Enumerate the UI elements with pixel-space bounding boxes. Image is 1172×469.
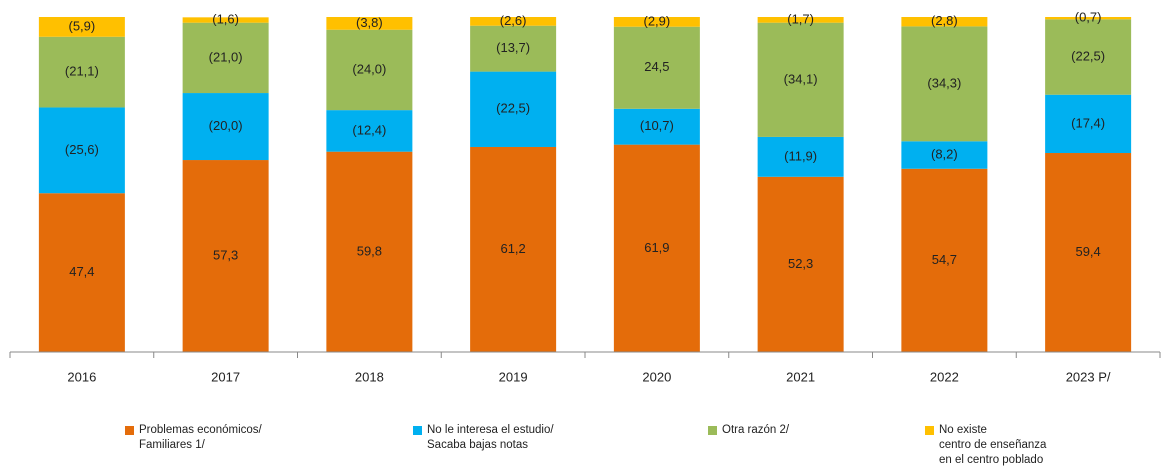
value-label: 54,7 [932, 252, 957, 267]
legend-label: No le interesa el estudio/ Sacaba bajas … [427, 424, 554, 451]
bar-segment [326, 110, 413, 152]
bar-segment [1045, 94, 1132, 154]
legend-swatch [413, 426, 422, 435]
bar-segment [901, 168, 988, 352]
value-label: (13,7) [496, 40, 530, 55]
bar-segment [1045, 19, 1132, 95]
value-label: 57,3 [213, 247, 238, 262]
bar-segment [1045, 17, 1132, 20]
value-label: 47,4 [69, 264, 94, 279]
bar-segment [757, 176, 844, 352]
value-label: (22,5) [1071, 48, 1105, 63]
value-label: (0,7) [1075, 10, 1102, 25]
legend-label: No existe centro de enseñanza en el cent… [939, 424, 1047, 466]
bar-segment [38, 17, 125, 37]
value-label: (12,4) [352, 122, 386, 137]
x-tick-label: 2019 [499, 369, 528, 384]
bar-segment [326, 29, 413, 111]
bar-segment [182, 17, 269, 23]
legend-swatch [925, 426, 934, 435]
value-label: (20,0) [209, 118, 243, 133]
value-label: (25,6) [65, 142, 99, 157]
value-label: 52,3 [788, 256, 813, 271]
bar-segment [38, 193, 125, 352]
value-label: 61,2 [500, 241, 525, 256]
legend-item: Problemas económicos/ Familiares 1/ [125, 423, 262, 453]
bar-segment [901, 141, 988, 169]
value-label: (2,8) [931, 13, 958, 28]
value-label: (10,7) [640, 118, 674, 133]
bar-segment [901, 17, 988, 27]
value-label: (5,9) [69, 18, 96, 33]
legend-label: Otra razón 2/ [722, 424, 790, 436]
chart: 47,4 (25,6) (21,1) (5,9) 2016 57,3 (20,0) (21,0… [9, 10, 1161, 384]
bar-segment [757, 136, 844, 177]
bar-segment [38, 107, 125, 194]
legend-item: No le interesa el estudio/ Sacaba bajas … [413, 423, 554, 453]
bar-segment [757, 22, 844, 137]
value-label: (24,0) [352, 61, 386, 76]
legend-item: Otra razón 2/ [708, 423, 789, 438]
value-label: (3,8) [356, 15, 383, 30]
value-label: (11,9) [784, 148, 817, 163]
x-tick-label: 2022 [930, 369, 959, 384]
value-label: (1,6) [212, 11, 239, 26]
bar-segment [613, 17, 700, 27]
value-label: (1,7) [787, 11, 814, 26]
value-label: 59,4 [1075, 244, 1100, 259]
bar-segment [470, 17, 557, 26]
value-label: (34,3) [927, 75, 961, 90]
bar-segment [182, 93, 269, 161]
bar-segment [613, 144, 700, 352]
bar-segment [182, 160, 269, 352]
x-tick-label: 2017 [211, 369, 240, 384]
bar-segment [613, 26, 700, 109]
value-label: (21,0) [209, 49, 243, 64]
bar-segment [182, 22, 269, 94]
value-label: (17,4) [1071, 115, 1105, 130]
bar-segment [901, 26, 988, 142]
value-label: 61,9 [644, 240, 669, 255]
value-label: (8,2) [931, 146, 958, 161]
bar-segment [757, 17, 844, 23]
bar-segment [326, 151, 413, 352]
value-label: (21,1) [65, 64, 99, 79]
value-label: (2,9) [644, 13, 671, 28]
x-tick-label: 2023 P/ [1066, 369, 1111, 384]
x-tick-label: 2021 [786, 369, 815, 384]
value-label: (22,5) [496, 101, 530, 116]
value-label: 59,8 [357, 243, 382, 258]
bar-segment [470, 71, 557, 147]
legend-swatch [708, 426, 717, 435]
legend-item: No existe centro de enseñanza en el cent… [925, 423, 1046, 468]
bar-segment [470, 146, 557, 352]
legend-swatch [125, 426, 134, 435]
legend-label: Problemas económicos/ Familiares 1/ [139, 424, 262, 451]
bar-segment [470, 25, 557, 72]
value-label: 24,5 [644, 59, 669, 74]
x-tick-label: 2018 [355, 369, 384, 384]
bar-segment [1045, 153, 1132, 352]
bar-segment [38, 36, 125, 108]
bar-segment [613, 108, 700, 145]
bar-segment [326, 17, 413, 30]
x-tick-label: 2016 [67, 369, 96, 384]
x-tick-label: 2020 [642, 369, 671, 384]
value-label: (34,1) [784, 71, 818, 86]
value-label: (2,6) [500, 13, 527, 28]
